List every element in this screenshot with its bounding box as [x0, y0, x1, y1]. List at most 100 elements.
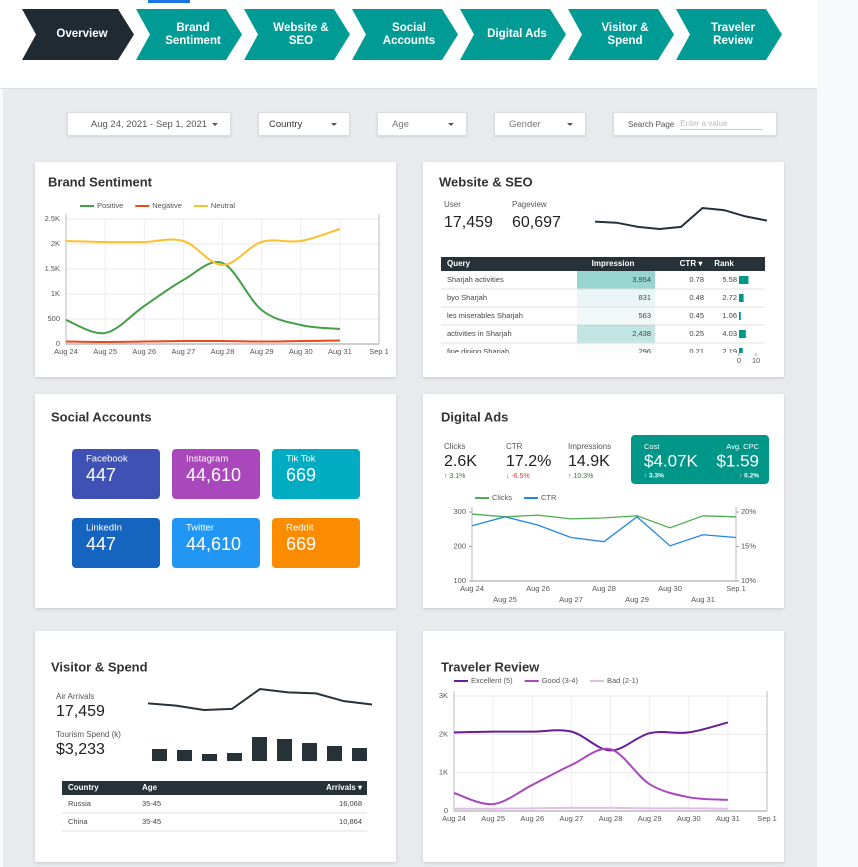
metric-label: Clicks [444, 442, 465, 451]
card-title: Website & SEO [439, 174, 533, 189]
card-title: Social Accounts [51, 409, 152, 424]
nav-tab[interactable]: Brand Sentiment [136, 9, 242, 60]
x-tick-label: Aug 26 [132, 347, 156, 356]
y-tick-label: 0 [444, 806, 448, 815]
nav-tab[interactable]: Visitor & Spend [568, 9, 674, 60]
x-tick-label: Aug 28 [211, 347, 235, 356]
metric-label: User [444, 200, 461, 209]
bar [302, 743, 317, 761]
table-header-cell: Rank [714, 259, 734, 268]
y-tick-label: 3K [439, 691, 448, 700]
filter-control[interactable]: Country [258, 112, 350, 136]
y-tick-label: 300 [453, 507, 466, 516]
bar [277, 739, 292, 761]
x-tick-label: Sep 1 [726, 584, 746, 593]
social-tile[interactable] [172, 518, 260, 568]
filter-control[interactable]: Gender [494, 112, 586, 136]
metric-value: 2.6K [444, 453, 477, 470]
y2-tick-label: 20% [741, 507, 756, 516]
sparkline [147, 687, 373, 712]
metric-value: 60,697 [512, 214, 561, 231]
table-cell: activities in Sharjah [447, 329, 512, 338]
nav-tab[interactable]: Traveler Review [676, 9, 782, 60]
x-tick-label: Aug 26 [520, 814, 544, 823]
x-tick-label: Aug 27 [559, 595, 583, 604]
legend-label: Good (3-4) [542, 676, 579, 685]
tile-name: LinkedIn [86, 523, 122, 534]
metric-label: Tourism Spend (k) [56, 730, 121, 739]
bar [227, 753, 242, 761]
card-canvas: Brand Sentiment 0 500 1K 1.5K 2K 2.5K Aug 24 Aug… [45, 174, 389, 356]
legend-label: Excellent (5) [471, 676, 513, 685]
metric-value: 17.2% [506, 453, 551, 470]
social-tile[interactable] [72, 449, 160, 499]
filter-control[interactable]: Aug 24, 2021 - Sep 1, 2021 [67, 112, 231, 136]
x-tick-label: Aug 24 [54, 347, 78, 356]
rank-bar [739, 294, 744, 302]
table-header-cell: Arrivals ▾ [326, 783, 363, 792]
legend-label: Neutral [211, 201, 236, 210]
impression-heat [577, 325, 655, 343]
series-line [471, 515, 737, 547]
legend-label: Clicks [492, 493, 512, 502]
bar [177, 750, 192, 761]
x-tick-label: 0 [737, 356, 741, 365]
card-title: Visitor & Spend [51, 659, 148, 674]
x-tick-label: Aug 25 [481, 814, 505, 823]
table-cell: 0.21 [689, 347, 704, 356]
impression-heat [577, 271, 655, 289]
card: Traveler Review 0 1K 2K 3K Aug 24 Aug 25 Aug 26… [423, 631, 784, 862]
series-line [65, 339, 340, 344]
rank-bar [739, 276, 749, 284]
card-title: Brand Sentiment [48, 174, 153, 189]
metric-value: 14.9K [568, 453, 610, 470]
rank-bar [739, 330, 746, 338]
social-tile[interactable] [272, 449, 360, 499]
nav-tab[interactable]: Social Accounts [352, 9, 458, 60]
tile-name: Tik Tok [286, 454, 316, 465]
filter-label: Aug 24, 2021 - Sep 1, 2021 [90, 118, 208, 130]
table-cell: 0.25 [689, 329, 704, 338]
social-tile[interactable] [272, 518, 360, 568]
table-cell: 16,068 [339, 799, 362, 808]
x-tick-label: Aug 25 [93, 347, 117, 356]
table-header-cell: Country [68, 783, 99, 792]
caret [567, 123, 573, 126]
rank-bar [739, 312, 741, 320]
table-header-cell: CTR ▾ [680, 259, 704, 268]
table-cell: 2.72 [722, 293, 737, 302]
social-tile[interactable] [72, 518, 160, 568]
tile-value: 447 [86, 465, 116, 485]
table-cell: 0.48 [689, 293, 704, 302]
legend-label: Positive [97, 201, 123, 210]
nav-tab-label: Overview [56, 28, 108, 40]
x-tick-label: Aug 31 [691, 595, 715, 604]
x-tick-label: Aug 30 [677, 814, 701, 823]
nav-tab[interactable]: Website & SEO [244, 9, 350, 60]
table-cell: 2,438 [632, 329, 651, 338]
nav-tab[interactable]: Digital Ads [460, 9, 566, 60]
y-tick-label: 2K [51, 239, 60, 248]
tile-name: Reddit [286, 523, 314, 534]
table-cell: les miserables Sharjah [447, 311, 523, 320]
table-header-cell: Age [142, 783, 158, 792]
legend-label: Negative [152, 201, 182, 210]
table-cell: 563 [638, 311, 651, 320]
metric-label: Impressions [568, 442, 611, 451]
filter-control[interactable]: Search Page Enter a value [613, 112, 777, 136]
metric-change: ↑ 3.1% [444, 473, 465, 480]
card-canvas: Traveler Review 0 1K 2K 3K Aug 24 Aug 25 Aug 26… [439, 659, 777, 823]
filter-control[interactable]: Age [377, 112, 467, 136]
x-tick-label: Aug 31 [716, 814, 740, 823]
table-cell: 2.19 [722, 347, 737, 356]
filter-label: Gender [509, 118, 541, 130]
social-tile[interactable] [172, 449, 260, 499]
search-input[interactable]: Enter a value [680, 119, 763, 130]
y-tick-label: 2.5K [45, 214, 60, 223]
card: Brand Sentiment 0 500 1K 1.5K 2K 2.5K Aug 24 Aug… [35, 162, 396, 377]
highlight-box [631, 435, 769, 484]
x-tick-label: Aug 30 [658, 584, 682, 593]
nav-tab[interactable]: Overview [22, 9, 134, 60]
table-cell: 10,864 [339, 817, 362, 826]
y2-tick-label: 10% [741, 576, 756, 585]
